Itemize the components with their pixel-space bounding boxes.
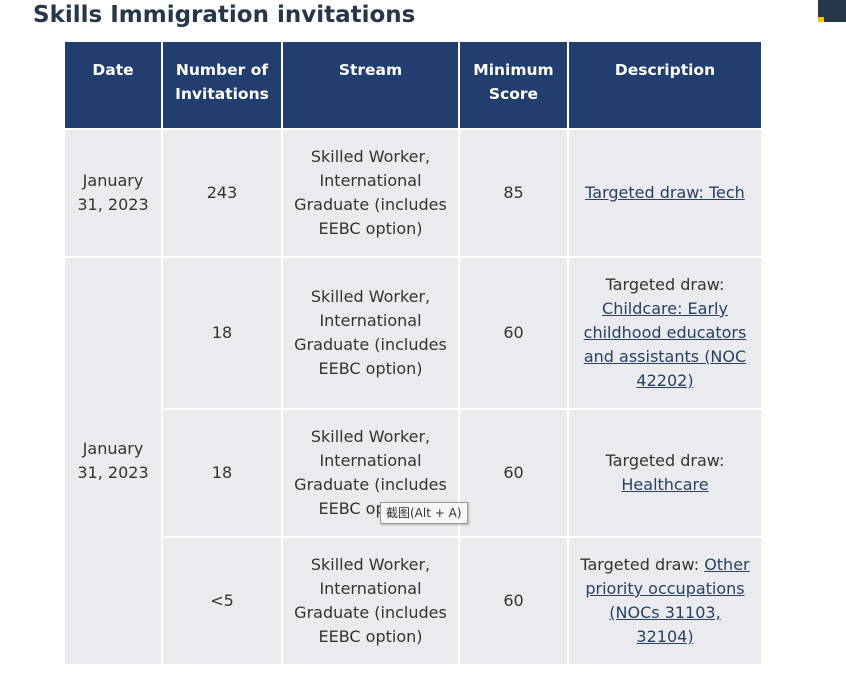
date-cell: January 31, 2023 — [65, 128, 163, 258]
description-link[interactable]: Childcare: Early childhood educators and… — [583, 299, 747, 390]
column-header-min-score: Minimum Score — [458, 42, 569, 130]
invitations-table: Date Number of Invitations Stream Minimu… — [65, 42, 763, 666]
description-prefix: Targeted draw: — [580, 555, 700, 574]
min-score-cell: 85 — [458, 128, 569, 258]
description-link[interactable]: Healthcare — [621, 475, 709, 494]
invitations-cell: 243 — [161, 128, 283, 258]
screenshot-tooltip: 截图(Alt + A) — [380, 502, 468, 524]
description-cell: Targeted draw: Healthcare — [567, 408, 763, 538]
min-score-cell: 60 — [458, 256, 569, 410]
column-header-invitations: Number of Invitations — [161, 42, 283, 130]
invitations-cell: 18 — [161, 256, 283, 410]
description-prefix: Targeted draw: — [605, 451, 725, 470]
column-header-date: Date — [65, 42, 163, 130]
min-score-cell: 60 — [458, 536, 569, 666]
stream-cell: Skilled Worker, International Graduate (… — [281, 128, 460, 258]
description-cell: Targeted draw: Other priority occupation… — [567, 536, 763, 666]
description-cell: Targeted draw: Tech — [567, 128, 763, 258]
table-row: <5 Skilled Worker, International Graduat… — [65, 536, 763, 666]
invitations-cell: 18 — [161, 408, 283, 538]
column-header-stream: Stream — [281, 42, 460, 130]
description-link[interactable]: Targeted draw: Tech — [585, 183, 745, 202]
table-row: January 31, 2023 243 Skilled Worker, Int… — [65, 128, 763, 258]
invitations-cell: <5 — [161, 536, 283, 666]
description-cell: Targeted draw: Childcare: Early childhoo… — [567, 256, 763, 410]
date-cell: January 31, 2023 — [65, 256, 163, 666]
description-prefix: Targeted draw: — [605, 275, 725, 294]
page-title: Skills Immigration invitations — [33, 2, 416, 28]
table-header-row: Date Number of Invitations Stream Minimu… — [65, 42, 763, 130]
stream-cell: Skilled Worker, International Graduate (… — [281, 536, 460, 666]
stream-cell: Skilled Worker, International Graduate (… — [281, 256, 460, 410]
min-score-cell: 60 — [458, 408, 569, 538]
column-header-description: Description — [567, 42, 763, 130]
table-row: January 31, 2023 18 Skilled Worker, Inte… — [65, 256, 763, 666]
corner-badge — [818, 0, 846, 22]
description-link[interactable]: Other priority occupations (NOCs 31103, … — [585, 555, 750, 646]
